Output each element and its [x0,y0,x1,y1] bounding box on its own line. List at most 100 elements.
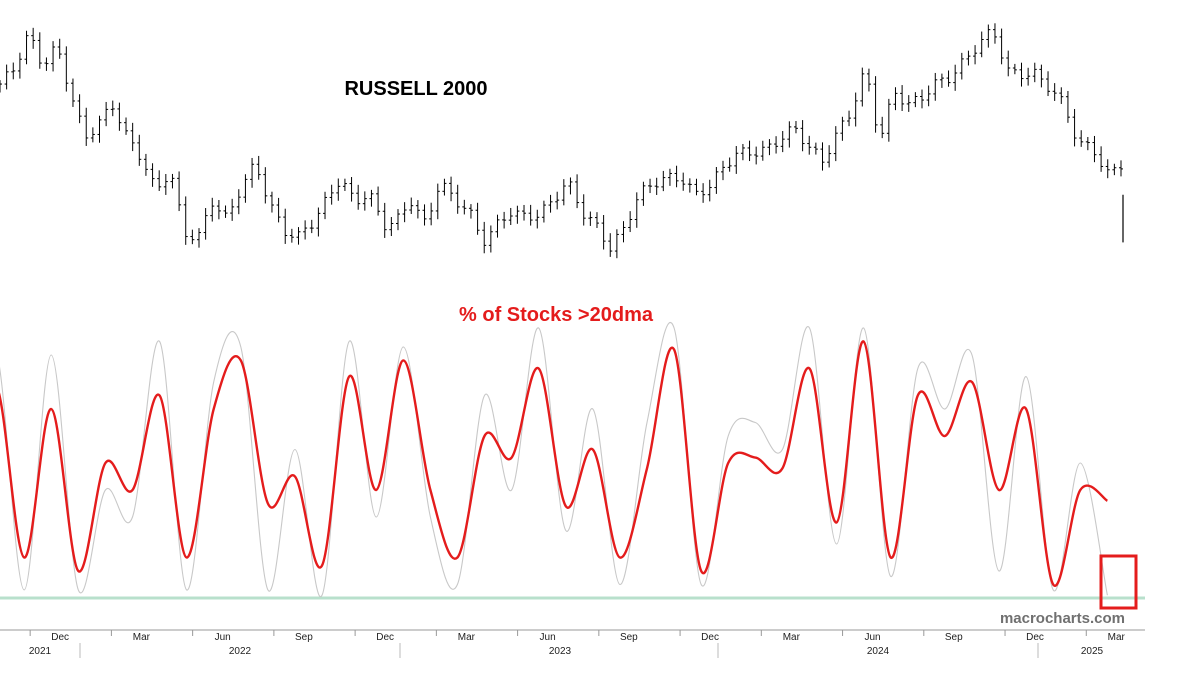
price-bar [31,27,36,49]
price-bar [230,198,235,221]
price-bar [1052,83,1057,101]
russell-2000-price-bars [0,23,1124,259]
price-bar [137,134,142,166]
price-bar [575,174,580,209]
x-axis-month-label: Mar [783,632,801,643]
price-bar [362,191,367,211]
price-bar [429,202,434,226]
price-bar [1059,87,1064,104]
price-bar [707,179,712,202]
price-bar [170,173,175,189]
price-bar [502,211,507,229]
price-bar [183,196,188,245]
price-bar [694,178,699,196]
price-bar [296,227,301,245]
russell-2000-title: RUSSELL 2000 [344,78,487,100]
price-bar [568,177,573,195]
x-axis-month-label: Dec [51,632,69,643]
price-bar [389,216,394,237]
price-bar [648,178,653,194]
price-bar [681,172,686,191]
price-bar [435,183,440,220]
price-bar [376,186,381,216]
price-bar [495,214,500,238]
price-bar [840,116,845,141]
price-bar [594,212,599,228]
price-bar [442,178,447,196]
price-bar [953,64,958,91]
price-bar [356,184,361,210]
x-axis-year-label: 2022 [229,646,252,657]
price-bar [336,178,341,201]
price-bar [1032,62,1037,83]
price-bar [216,200,221,220]
price-bar [767,139,772,156]
price-bar [236,189,241,215]
price-bar [873,76,878,133]
price-bar [37,32,42,69]
price-bar [813,142,818,155]
price-bar [628,211,633,233]
price-bar [654,177,659,195]
x-axis-year-label: 2021 [29,646,52,657]
price-bar [793,120,798,134]
price-bar [243,174,248,203]
price-bar [77,94,82,124]
price-bar [163,174,168,195]
x-axis: Dec Mar Jun Sep Dec Mar Jun Sep Dec Mar Jun Sep Dec M… [0,629,1145,658]
price-bar [157,170,162,191]
price-bar [462,199,467,215]
price-bar [130,122,135,152]
price-bar [787,121,792,148]
price-bar [468,204,473,219]
price-bar [1079,130,1084,147]
price-bar [906,95,911,112]
price-bar [913,92,918,108]
price-bar [177,171,182,212]
price-bar [1019,62,1024,87]
price-bar [223,205,228,218]
x-axis-month-label: Sep [620,632,638,643]
price-bar [196,228,201,248]
price-bar [721,160,726,181]
price-bar [920,89,925,109]
price-bar [482,221,487,254]
price-bar [395,209,400,231]
breadth-title: % of Stocks >20dma [459,304,654,326]
x-axis-month-label: Jun [215,632,231,643]
price-bar [1085,136,1090,151]
x-axis-year-label: 2023 [549,646,572,657]
price-bar [701,183,706,203]
price-bar [588,211,593,226]
price-bar [621,221,626,243]
price-bar [24,30,29,65]
price-bar [250,157,255,188]
price-bar [528,204,533,226]
price-bar [150,163,155,187]
price-bar [900,85,905,112]
price-bar [1012,63,1017,75]
price-bar [1039,64,1044,88]
price-bar [727,157,732,172]
price-bar [409,197,414,214]
x-axis-month-label: Sep [295,632,313,643]
x-axis-month-label: Jun [864,632,880,643]
price-bar [561,179,566,206]
price-bar [1065,91,1070,123]
price-bar [203,208,208,240]
price-bar [90,127,95,143]
price-bar [939,73,944,88]
price-bar [581,194,586,226]
price-bar [104,101,109,127]
x-axis-year-label: 2025 [1081,646,1104,657]
price-bar [402,202,407,223]
price-bar [800,120,805,152]
breadth-panel [0,321,1145,610]
price-bar [70,78,75,107]
price-bar [774,136,779,154]
price-bar [0,80,2,93]
price-bar [959,52,964,80]
price-bar [210,197,215,222]
price-bar [966,50,971,66]
price-bar [674,165,679,188]
